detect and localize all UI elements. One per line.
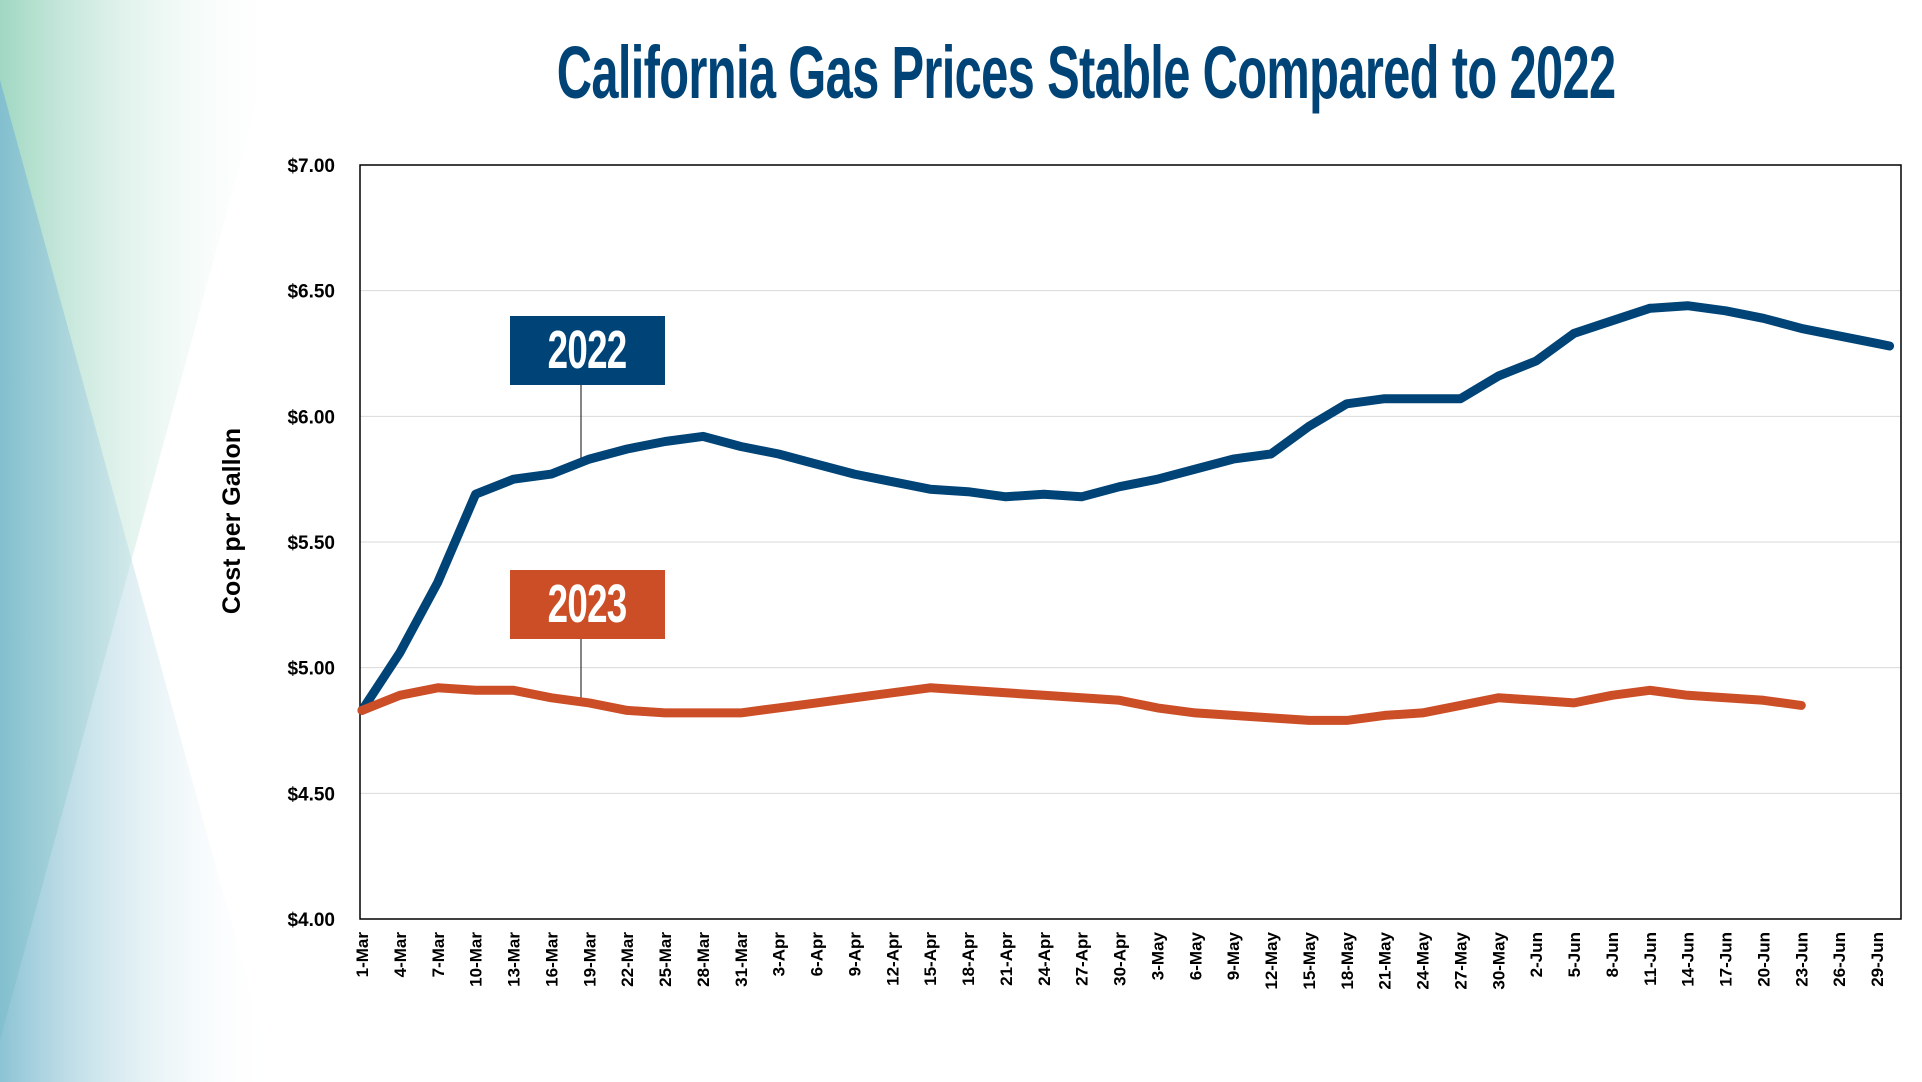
- x-tick-label: 26-Jun: [1830, 932, 1849, 987]
- x-tick-label: 21-Apr: [997, 932, 1016, 986]
- x-tick-label: 17-Jun: [1717, 932, 1736, 987]
- x-tick-label: 23-Jun: [1792, 932, 1811, 987]
- x-tick-label: 9-Apr: [845, 932, 864, 977]
- chart-title: California Gas Prices Stable Compared to…: [556, 31, 1616, 114]
- x-tick-label: 22-Mar: [618, 932, 637, 987]
- x-tick-label: 3-Apr: [770, 932, 789, 977]
- y-axis-label: Cost per Gallon: [218, 428, 246, 614]
- x-tick-label: 15-Apr: [921, 932, 940, 986]
- x-tick-label: 29-Jun: [1868, 932, 1887, 987]
- x-tick-label: 13-Mar: [505, 932, 524, 987]
- x-tick-label: 20-Jun: [1754, 932, 1773, 987]
- x-tick-label: 3-May: [1148, 931, 1167, 980]
- x-tick-label: 12-May: [1262, 931, 1281, 989]
- x-tick-label: 24-Apr: [1035, 932, 1054, 986]
- x-tick-label: 6-May: [1186, 931, 1205, 980]
- x-tick-label: 8-Jun: [1603, 932, 1622, 977]
- x-tick-label: 24-May: [1414, 931, 1433, 989]
- x-tick-label: 16-Mar: [542, 932, 561, 987]
- x-tick-label: 18-Apr: [959, 932, 978, 986]
- x-tick-label: 7-Mar: [429, 932, 448, 978]
- plot-frame: [359, 164, 1902, 920]
- y-tick-label: $4.50: [287, 784, 335, 805]
- x-tick-label: 4-Mar: [391, 932, 410, 978]
- y-tick-label: $4.00: [287, 910, 335, 931]
- x-tick-label: 10-Mar: [467, 932, 486, 987]
- x-tick-label: 5-Jun: [1565, 932, 1584, 977]
- x-tick-label: 28-Mar: [694, 932, 713, 987]
- label-2023: 2023: [510, 570, 665, 639]
- y-tick-label: $7.00: [287, 156, 335, 177]
- x-tick-label: 27-May: [1451, 931, 1470, 989]
- series-line-2023: [357, 683, 1806, 725]
- x-tick-label: 6-Apr: [808, 932, 827, 977]
- x-tick-label: 2-Jun: [1527, 932, 1546, 977]
- x-tick-label: 21-May: [1376, 931, 1395, 989]
- x-tick-label: 15-May: [1300, 931, 1319, 989]
- x-tick-label: 19-Mar: [580, 932, 599, 987]
- x-tick-label: 1-Mar: [353, 932, 372, 978]
- label-2022: 2022: [510, 316, 665, 385]
- y-tick-label: $5.50: [287, 533, 335, 554]
- x-tick-label: 30-Apr: [1111, 932, 1130, 986]
- x-tick-label: 12-Apr: [883, 932, 902, 986]
- x-tick-label: 9-May: [1224, 931, 1243, 980]
- x-tick-label: 11-Jun: [1641, 932, 1660, 986]
- x-tick-label: 14-Jun: [1679, 932, 1698, 987]
- x-tick-label: 31-Mar: [732, 932, 751, 987]
- series-line-2022: [357, 301, 1895, 715]
- x-tick-label: 25-Mar: [656, 932, 675, 987]
- x-tick-label: 27-Apr: [1073, 932, 1092, 986]
- x-tick-label: 18-May: [1338, 931, 1357, 989]
- y-tick-label: $6.50: [287, 282, 335, 303]
- x-tick-label: 30-May: [1489, 931, 1508, 989]
- y-tick-label: $5.00: [287, 659, 335, 680]
- y-tick-label: $6.00: [287, 407, 335, 428]
